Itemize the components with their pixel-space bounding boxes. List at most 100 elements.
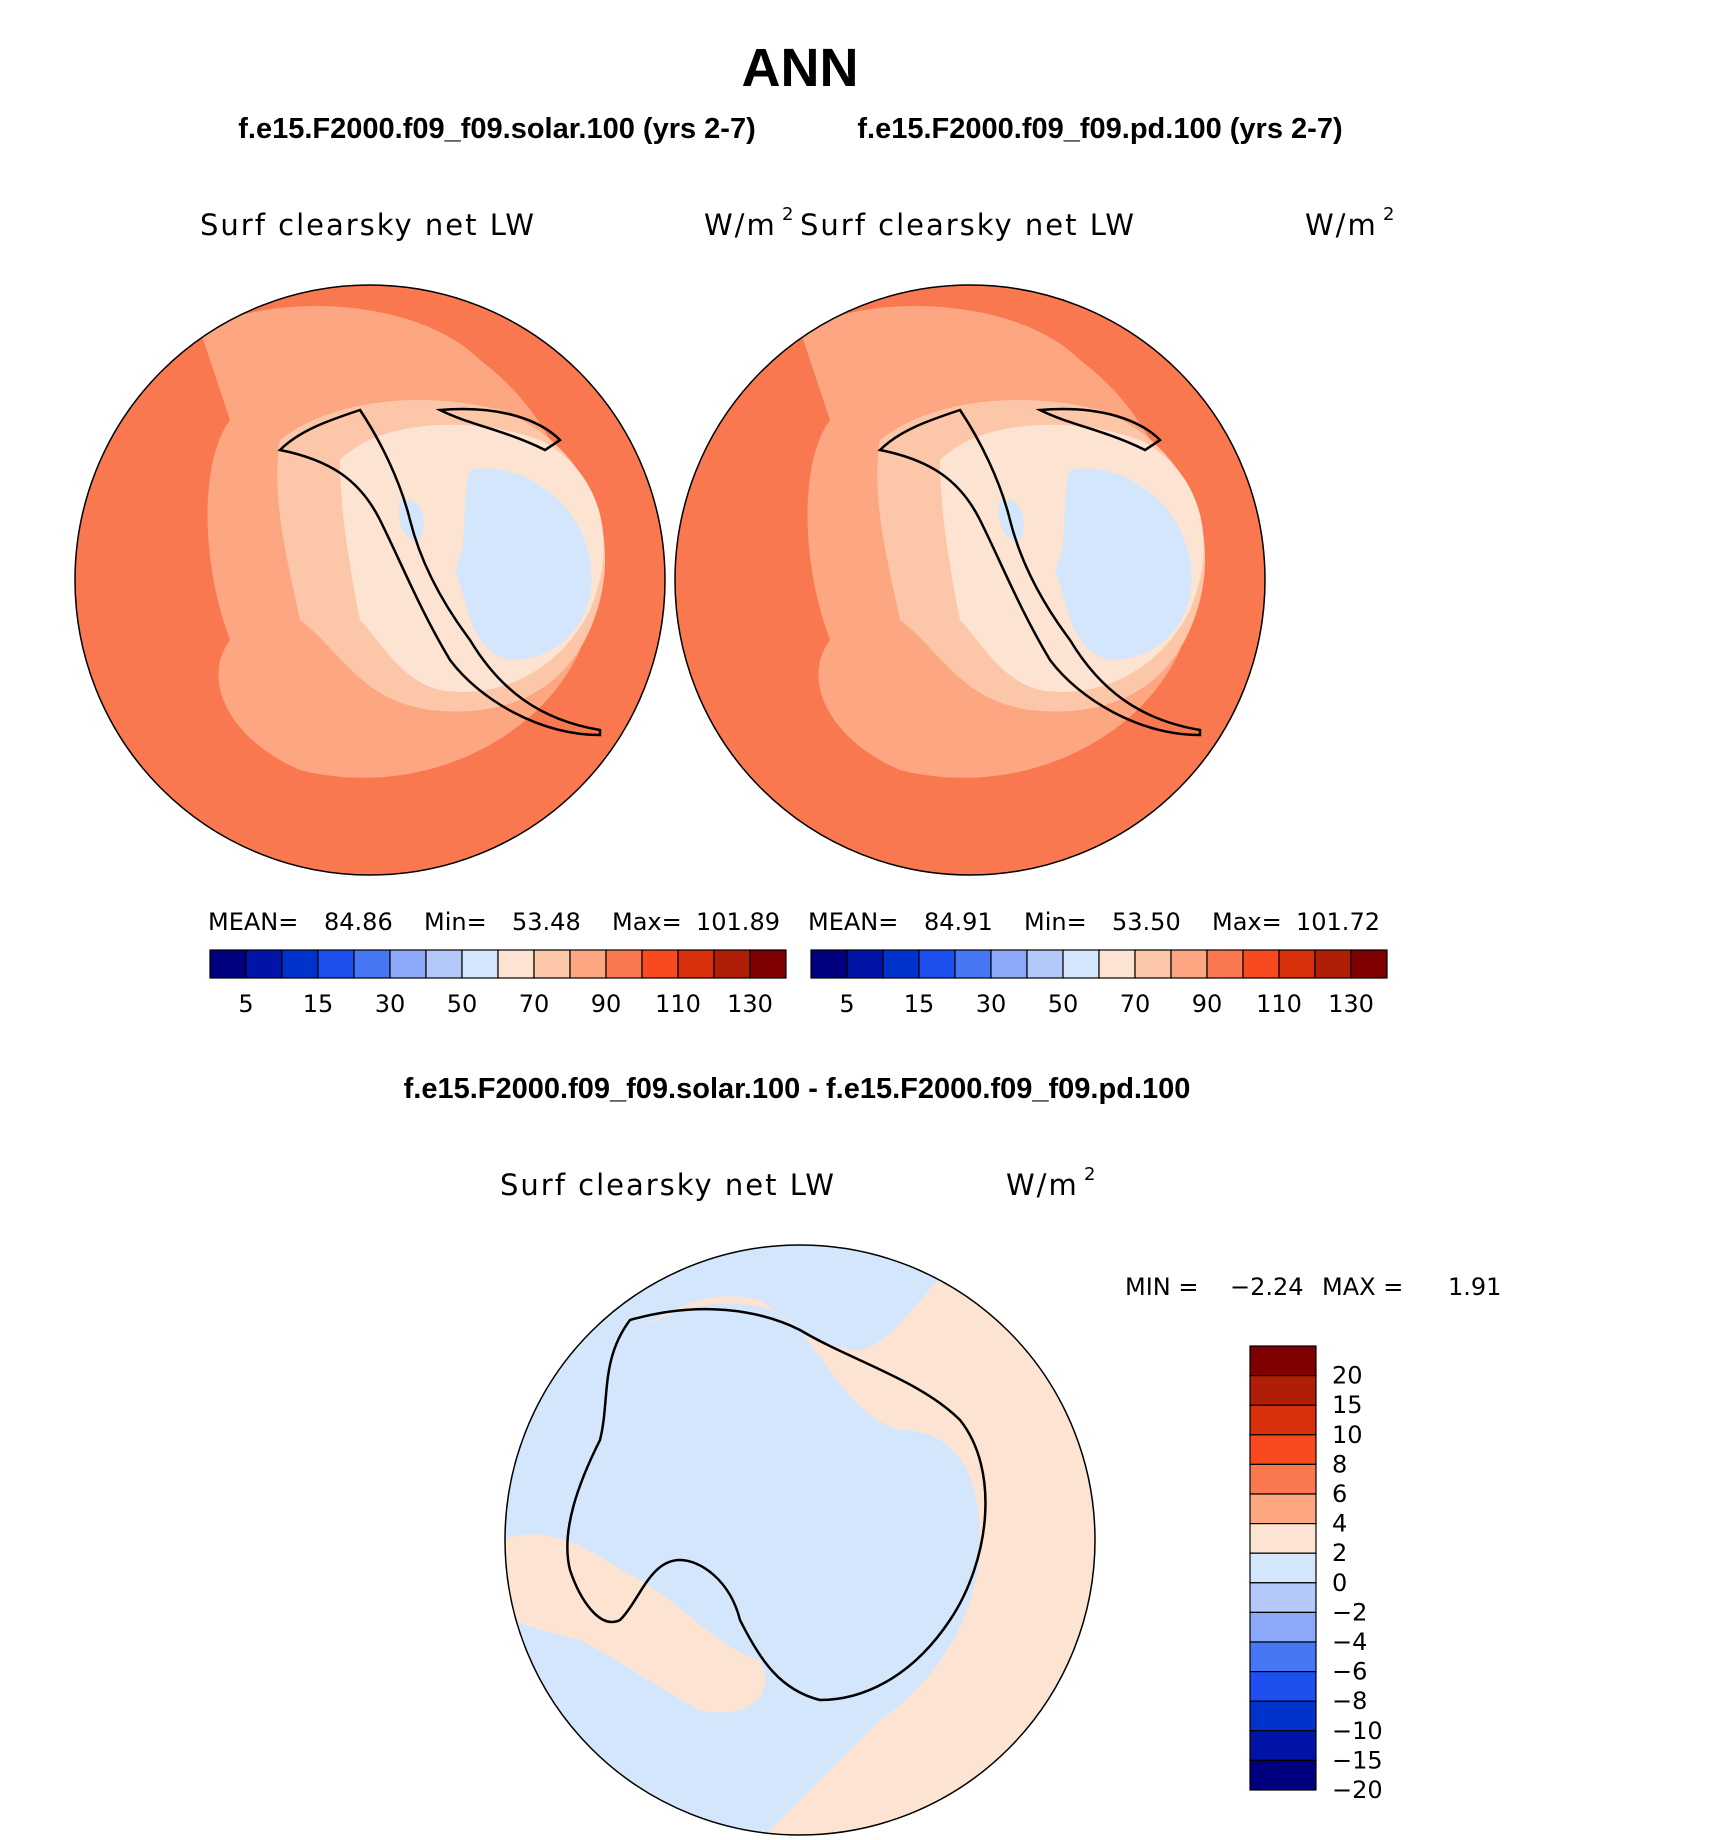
panel-left-max-label: Max=	[612, 908, 682, 936]
colorbar-diff-tick-label: −6	[1332, 1658, 1367, 1686]
diff-min-value: −2.24	[1230, 1273, 1304, 1301]
diff-units-text: W/m	[1006, 1168, 1079, 1202]
colorbar-right-swatch	[1062, 949, 1100, 979]
map-diff-positive-patch	[505, 1534, 766, 1713]
colorbar-right-swatch	[1314, 949, 1352, 979]
diff-title: f.e15.F2000.f09_f09.solar.100 - f.e15.F2…	[404, 1073, 1191, 1105]
colorbar-diff-swatch	[1249, 1463, 1317, 1495]
colorbar-left-swatch	[641, 949, 679, 979]
colorbar-left-swatch	[245, 949, 283, 979]
map-right-plateau-patch	[998, 499, 1024, 541]
panel-left-min-label: Min=	[424, 908, 487, 936]
colorbar-right-tick-label: 50	[1048, 990, 1079, 1018]
map-left-shelf-patch	[320, 326, 440, 370]
colorbar-diff-swatch	[1249, 1374, 1317, 1406]
colorbar-diff-tick-label: 20	[1332, 1362, 1363, 1390]
colorbar-right-swatch	[918, 949, 956, 979]
colorbar-right-tick-label: 15	[904, 990, 935, 1018]
colorbar-right-tick-label: 110	[1256, 990, 1302, 1018]
colorbar-right: 5 15 30 50 70 90 110 130	[810, 949, 1388, 1018]
map-diff-border	[504, 1244, 1096, 1836]
colorbar-right-tick-label: 30	[976, 990, 1007, 1018]
colorbar-diff-swatch	[1249, 1670, 1317, 1702]
colorbar-right-swatch	[1242, 949, 1280, 979]
colorbar-diff-swatch	[1249, 1700, 1317, 1732]
main-title: ANN	[742, 38, 859, 98]
colorbar-diff-swatch	[1249, 1730, 1317, 1762]
panel-left-max-value: 101.89	[696, 908, 780, 936]
panel-right-min-label: Min=	[1024, 908, 1087, 936]
colorbar-right-swatch	[1206, 949, 1244, 979]
colorbar-diff-tick-label: 0	[1332, 1569, 1347, 1597]
colorbar-left-tick-label: 15	[303, 990, 334, 1018]
colorbar-left-swatch	[605, 949, 643, 979]
colorbar-diff-tick-label: −4	[1332, 1628, 1367, 1656]
colorbar-left-swatch	[389, 949, 427, 979]
panel-right-variable: Surf clearsky net LW	[800, 208, 1136, 242]
colorbar-diff-tick-label: 2	[1332, 1539, 1347, 1567]
map-left-plateau-field	[455, 468, 592, 660]
panel-left-stats: MEAN= 84.86 Min= 53.48 Max= 101.89	[208, 908, 780, 936]
colorbar-diff-tick-label: −8	[1332, 1687, 1367, 1715]
map-left-border	[74, 284, 666, 876]
colorbar-right-swatch	[810, 949, 848, 979]
diff-max-label: MAX =	[1322, 1273, 1403, 1301]
colorbar-right-swatch	[954, 949, 992, 979]
map-left-solar	[74, 284, 666, 876]
panel-right-case-label: f.e15.F2000.f09_f09.pd.100 (yrs 2-7)	[857, 113, 1342, 145]
panel-right-mean-value: 84.91	[924, 908, 993, 936]
colorbar-left-tick-label: 90	[591, 990, 622, 1018]
colorbar-diff-swatch	[1249, 1552, 1317, 1584]
diff-stats: MIN = −2.24 MAX = 1.91	[1125, 1273, 1501, 1301]
colorbar-diff-tick-label: 6	[1332, 1480, 1347, 1508]
colorbar-right-tick-label: 5	[839, 990, 854, 1018]
diff-units: W/m 2	[1006, 1164, 1095, 1202]
colorbar-diff-swatch	[1249, 1404, 1317, 1436]
colorbar-diff-swatch	[1249, 1582, 1317, 1614]
colorbar-left-tick-label: 50	[447, 990, 478, 1018]
colorbar-diff-swatch	[1249, 1611, 1317, 1643]
colorbar-left-swatch	[749, 949, 787, 979]
panel-right-units: W/m 2	[1305, 204, 1394, 242]
colorbar-right-swatch	[1134, 949, 1172, 979]
map-right-border	[674, 284, 1266, 876]
map-left-plateau-patch	[398, 499, 424, 541]
diff-min-label: MIN =	[1125, 1273, 1198, 1301]
colorbar-diff-swatch	[1249, 1434, 1317, 1466]
colorbar-diff-tick-label: −10	[1332, 1717, 1383, 1745]
colorbar-right-swatch	[1170, 949, 1208, 979]
panel-left-units: W/m 2	[704, 204, 793, 242]
colorbar-diff-swatch	[1249, 1759, 1317, 1791]
colorbar-left-swatch	[497, 949, 535, 979]
colorbar-left-swatch	[569, 949, 607, 979]
colorbar-diff-tick-label: 8	[1332, 1450, 1347, 1478]
colorbar-left-swatch	[353, 949, 391, 979]
colorbar-left-swatch	[713, 949, 751, 979]
colorbar-right-swatch	[846, 949, 884, 979]
panel-right-max-value: 101.72	[1296, 908, 1380, 936]
colorbar-right-swatch	[882, 949, 920, 979]
colorbar-right-tick-label: 90	[1192, 990, 1223, 1018]
colorbar-right-swatch	[990, 949, 1028, 979]
map-left-coastline	[277, 407, 602, 737]
panel-right-units-text: W/m	[1305, 208, 1378, 242]
colorbar-right-tick-label: 130	[1328, 990, 1374, 1018]
panel-left-mean-value: 84.86	[324, 908, 393, 936]
map-right-coastline	[877, 407, 1202, 737]
colorbar-right-swatch	[1026, 949, 1064, 979]
panel-right-stats: MEAN= 84.91 Min= 53.50 Max= 101.72	[808, 908, 1380, 936]
diff-units-exp: 2	[1084, 1164, 1095, 1185]
panel-right-min-value: 53.50	[1112, 908, 1181, 936]
colorbar-diff-tick-label: 4	[1332, 1510, 1347, 1538]
colorbar-diff-swatch	[1249, 1522, 1317, 1554]
panel-left-min-value: 53.48	[512, 908, 581, 936]
colorbar-left-swatch	[281, 949, 319, 979]
panel-left-case-label: f.e15.F2000.f09_f09.solar.100 (yrs 2-7)	[238, 113, 756, 145]
map-right-pd	[674, 284, 1266, 876]
colorbar-left-swatch	[209, 949, 247, 979]
colorbar-left-swatch	[533, 949, 571, 979]
panel-left-units-text: W/m	[704, 208, 777, 242]
colorbar-diff-tick-label: −15	[1332, 1746, 1383, 1774]
map-diff	[504, 1244, 1096, 1836]
